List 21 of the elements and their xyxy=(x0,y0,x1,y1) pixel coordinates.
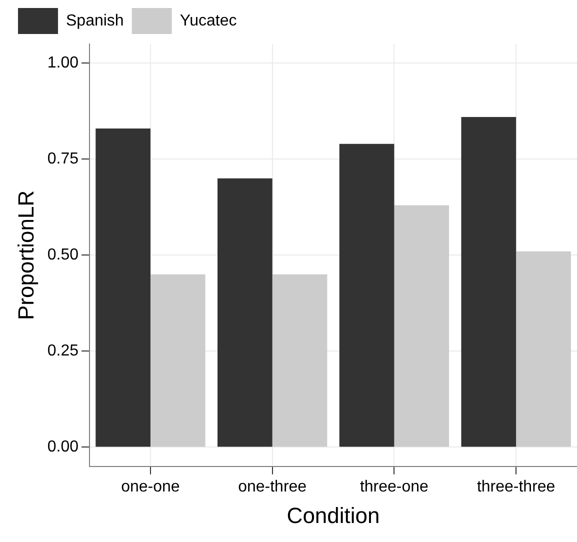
x-tick-label: three-three xyxy=(476,478,556,496)
y-tick-label: 0.75 xyxy=(47,150,79,168)
bar xyxy=(394,205,450,447)
bar xyxy=(218,178,272,447)
y-tick-label: 0.00 xyxy=(47,438,79,456)
y-tick-label: 0.25 xyxy=(47,342,79,360)
bar xyxy=(150,274,206,447)
bar xyxy=(516,251,571,447)
x-tick-label: three-one xyxy=(360,478,429,496)
y-tick-label: 1.00 xyxy=(47,54,79,72)
x-tick-label: one-one xyxy=(121,478,180,496)
bar xyxy=(339,144,394,447)
legend-label: Spanish xyxy=(66,12,124,30)
x-tick-label: one-three xyxy=(238,478,307,496)
bar xyxy=(461,116,516,447)
x-axis-title: Condition xyxy=(286,502,380,528)
y-tick-label: 0.50 xyxy=(47,246,79,264)
bar xyxy=(96,128,150,447)
bar xyxy=(272,274,328,447)
y-axis-title: ProportionLR xyxy=(13,190,38,320)
legend-label: Yucatec xyxy=(180,12,237,30)
